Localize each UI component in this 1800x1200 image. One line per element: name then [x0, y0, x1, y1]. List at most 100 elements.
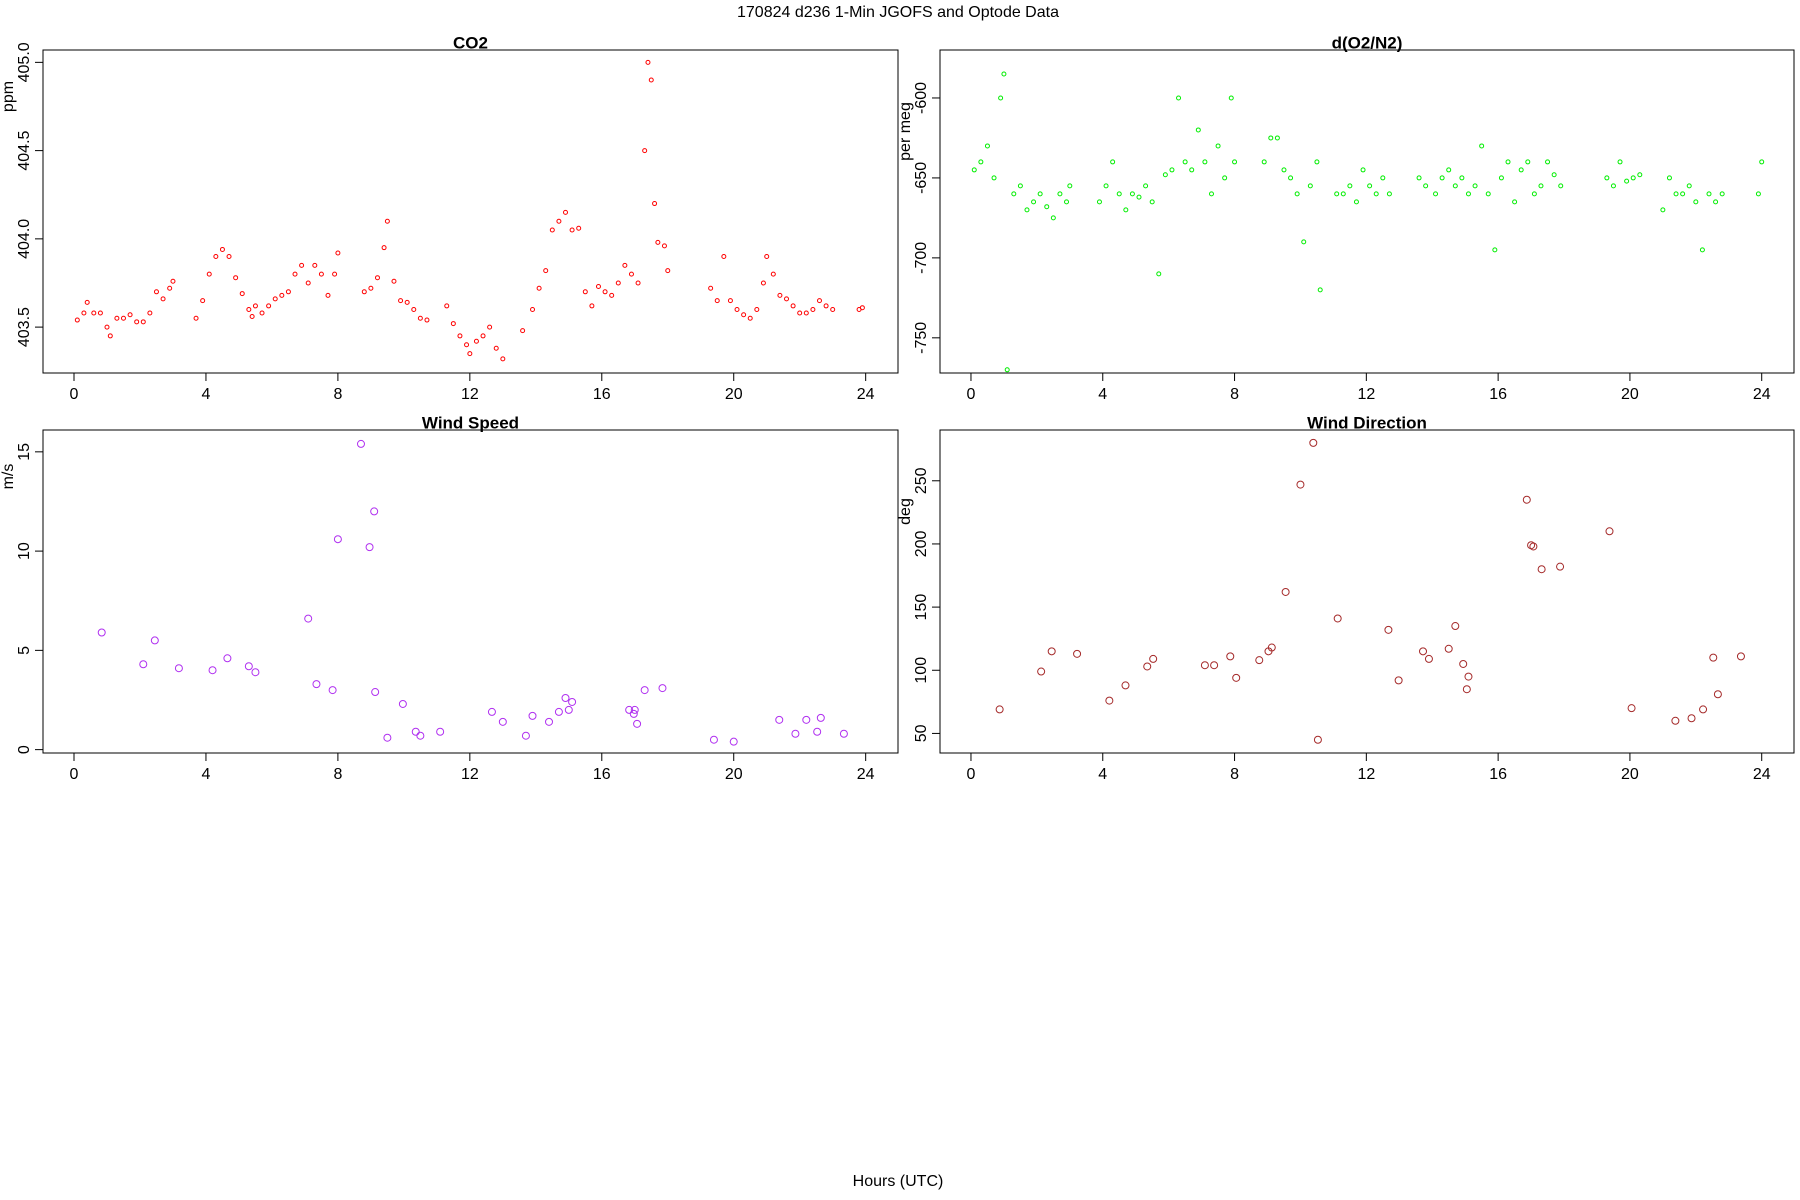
point — [333, 535, 342, 544]
point — [1189, 167, 1195, 173]
point — [450, 321, 456, 327]
point — [1525, 159, 1531, 165]
point — [1512, 199, 1518, 205]
y-tick-label: 405.0 — [16, 42, 33, 82]
point — [1462, 685, 1471, 694]
point — [1384, 625, 1393, 634]
point — [1551, 172, 1557, 178]
point — [1294, 191, 1300, 197]
point — [1162, 172, 1168, 178]
point — [1556, 562, 1565, 571]
x-tick-label: 12 — [461, 766, 479, 783]
x-tick-label: 8 — [1230, 386, 1239, 403]
y-tick-label: 10 — [16, 542, 33, 560]
x-tick-label: 16 — [593, 386, 611, 403]
point — [1317, 287, 1323, 293]
point — [84, 299, 90, 305]
plot-frame — [939, 429, 1795, 754]
point — [1307, 183, 1313, 189]
point — [134, 319, 140, 325]
point — [995, 705, 1004, 714]
point — [467, 351, 473, 357]
y-tick-label: -700 — [913, 242, 930, 274]
y-tick-label: 404.0 — [16, 219, 33, 259]
point — [104, 324, 110, 330]
point — [1116, 191, 1122, 197]
point — [305, 280, 311, 286]
point — [708, 285, 714, 291]
point — [645, 59, 651, 65]
point — [417, 315, 423, 321]
point — [1459, 659, 1468, 668]
point — [1545, 159, 1551, 165]
point — [564, 705, 573, 714]
point — [971, 167, 977, 173]
point — [97, 310, 103, 316]
point — [208, 666, 217, 675]
point — [1208, 191, 1214, 197]
point — [391, 278, 397, 284]
point — [658, 684, 667, 693]
point — [576, 225, 582, 231]
point — [1136, 194, 1142, 200]
point — [1301, 239, 1307, 245]
point — [714, 298, 720, 304]
point — [140, 319, 146, 325]
point — [810, 306, 816, 312]
point — [127, 312, 133, 318]
point — [299, 262, 305, 268]
y-axis-label: per meg — [897, 102, 914, 161]
point — [246, 306, 252, 312]
point — [328, 686, 337, 695]
y-axis-label: deg — [897, 498, 914, 525]
y-tick-label: 404.5 — [16, 130, 33, 170]
point — [91, 310, 97, 316]
point — [1314, 159, 1320, 165]
point — [107, 333, 113, 339]
point — [1518, 167, 1524, 173]
point — [1699, 247, 1705, 253]
point — [370, 507, 379, 516]
y-tick-label: -750 — [913, 322, 930, 354]
plot-frame — [42, 49, 899, 374]
point — [139, 660, 148, 669]
point — [784, 296, 790, 302]
point — [1424, 654, 1433, 663]
point — [648, 77, 654, 83]
point — [1047, 647, 1056, 656]
point — [1531, 191, 1537, 197]
point — [147, 310, 153, 316]
point — [1452, 183, 1458, 189]
point — [628, 271, 634, 277]
point — [1334, 191, 1340, 197]
point — [830, 306, 836, 312]
point — [1367, 183, 1373, 189]
x-tick-label: 12 — [461, 386, 479, 403]
x-tick-label: 24 — [857, 386, 875, 403]
point — [775, 715, 784, 724]
point — [424, 317, 430, 323]
point — [734, 306, 740, 312]
point — [1215, 143, 1221, 149]
point — [1274, 135, 1280, 141]
point — [1037, 667, 1046, 676]
point — [174, 664, 183, 673]
point — [1459, 175, 1465, 181]
point — [239, 291, 245, 297]
point — [998, 95, 1004, 101]
x-tick-label: 4 — [201, 766, 210, 783]
point — [361, 289, 367, 295]
point — [536, 285, 542, 291]
point — [1673, 191, 1679, 197]
x-tick-label: 24 — [857, 766, 875, 783]
point — [569, 227, 575, 233]
point — [1713, 199, 1719, 205]
point — [1210, 661, 1219, 670]
point — [464, 342, 470, 348]
point — [1149, 654, 1158, 663]
plot-frame — [939, 49, 1795, 374]
point — [790, 303, 796, 309]
point — [1123, 207, 1129, 213]
point — [1686, 183, 1692, 189]
point — [266, 303, 272, 309]
